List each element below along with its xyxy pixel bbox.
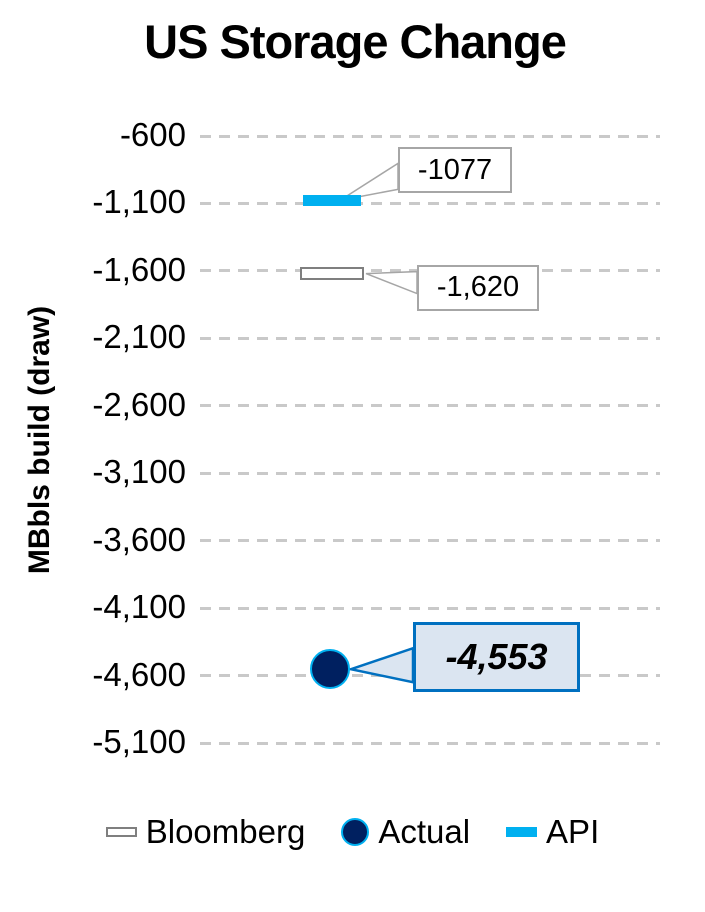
marker-bloomberg	[300, 267, 364, 281]
legend-item-api: API	[506, 813, 599, 851]
y-axis-tick-label: -1,600	[92, 250, 186, 288]
y-axis-tick-label: -5,100	[92, 723, 186, 760]
y-axis-tick-label: -2,100	[92, 318, 186, 356]
gridline	[200, 336, 660, 340]
data-label-actual-text: -4,553	[445, 636, 548, 678]
legend-label-api: API	[546, 813, 600, 850]
y-axis-tick-label: -1,100	[92, 183, 186, 221]
legend: Bloomberg Actual API	[0, 813, 705, 851]
gridline	[200, 741, 660, 745]
y-axis-tick-label: -3,600	[92, 520, 186, 558]
y-axis-tick-label: -2,600	[92, 385, 186, 423]
gridline	[200, 404, 660, 408]
legend-item-bloomberg: Bloomberg	[105, 813, 306, 851]
gridline	[200, 539, 660, 543]
data-label-actual: -4,553	[413, 622, 580, 693]
api-dash-icon	[506, 827, 538, 837]
bloomberg-dash-outline-icon	[105, 827, 137, 837]
gridline	[200, 201, 660, 205]
data-label-api: -1077	[398, 147, 512, 194]
legend-label-actual: Actual	[378, 813, 471, 850]
gridline	[200, 606, 660, 610]
callout-leader	[346, 646, 415, 684]
callout-leader	[365, 270, 418, 295]
data-label-bloomberg-text: -1,620	[436, 271, 520, 304]
y-axis-tick-label: -4,100	[92, 588, 186, 626]
y-axis-tick-label: -600	[119, 116, 186, 153]
gridline	[200, 471, 660, 475]
data-label-api-text: -1077	[417, 153, 493, 186]
marker-actual	[310, 649, 350, 690]
marker-api	[303, 194, 361, 206]
legend-item-actual: Actual	[341, 813, 470, 851]
chart-title: US Storage Change	[144, 15, 567, 68]
legend-label-bloomberg: Bloomberg	[145, 813, 306, 850]
gridline	[200, 134, 660, 138]
data-label-bloomberg: -1,620	[417, 264, 539, 311]
y-axis-tick-label: -4,600	[92, 655, 186, 693]
y-axis-tick-label: -3,100	[92, 453, 186, 491]
actual-circle-icon	[341, 818, 370, 846]
